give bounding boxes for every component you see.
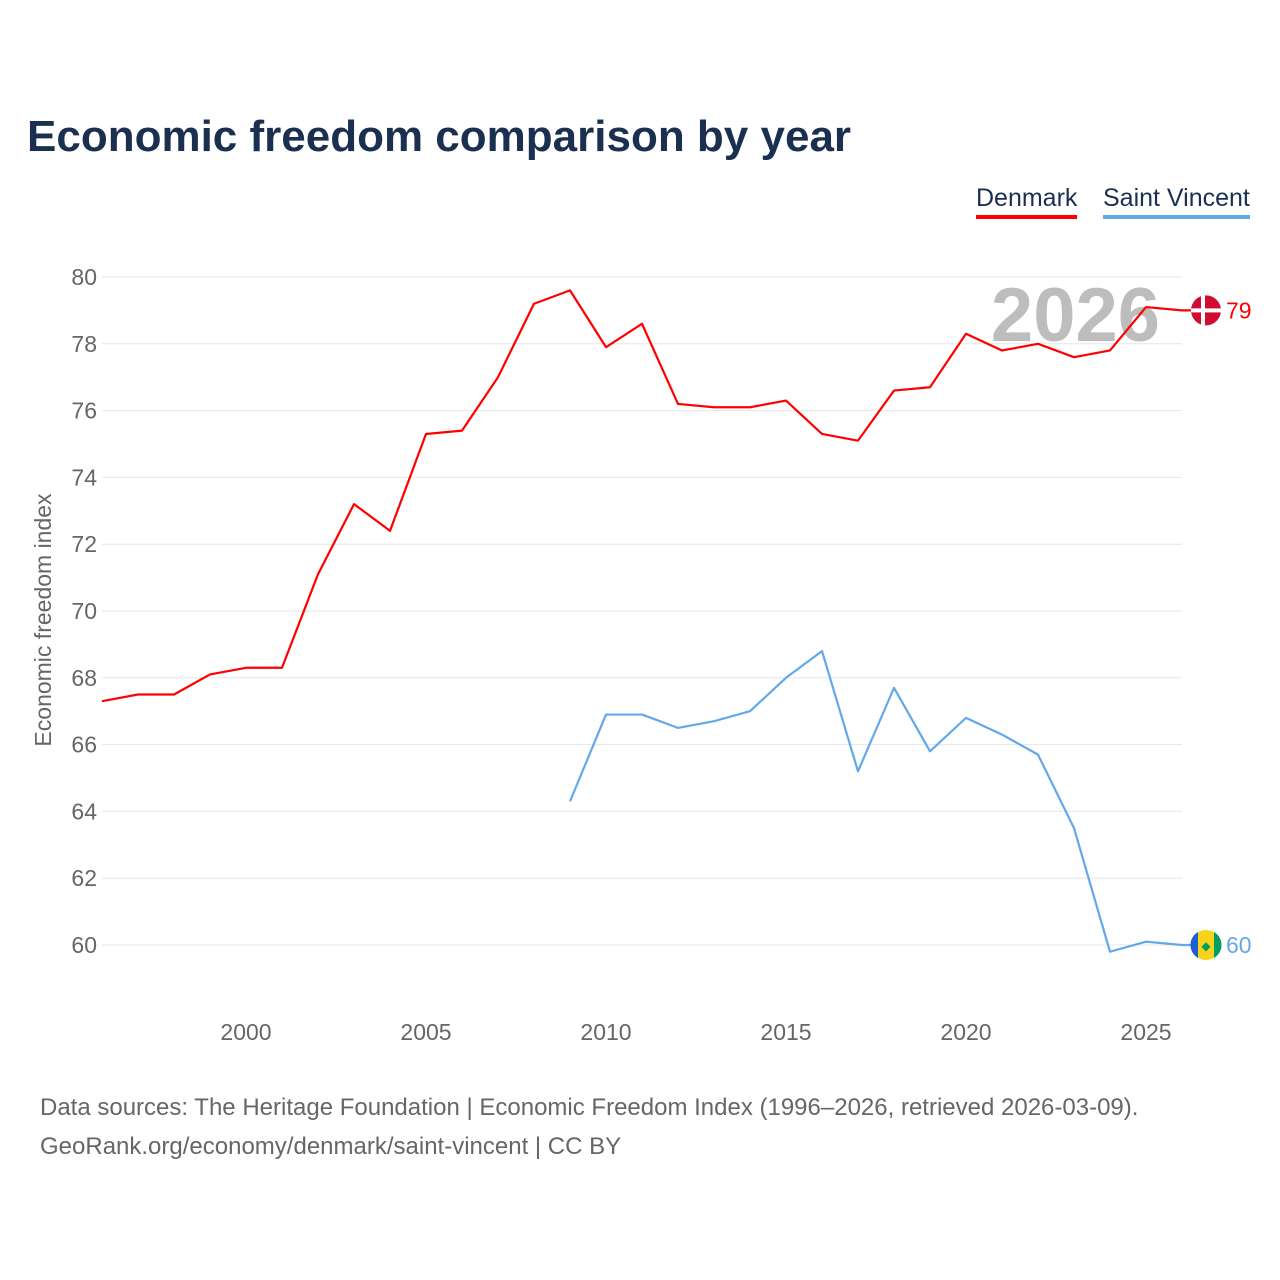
flag-diamonds: ◆: [1201, 939, 1211, 953]
flag-green-band: [1214, 932, 1222, 958]
x-tick-label: 2025: [1120, 1019, 1171, 1045]
y-tick-label: 60: [71, 932, 97, 958]
x-tick-label: 2015: [760, 1019, 811, 1045]
y-tick-label: 72: [71, 531, 97, 557]
x-tick-label: 2010: [580, 1019, 631, 1045]
y-axis-label: Economic freedom index: [30, 493, 56, 747]
y-tick-label: 70: [71, 598, 97, 624]
y-tick-label: 74: [71, 464, 97, 490]
y-tick-label: 76: [71, 398, 97, 424]
y-tick-label: 66: [71, 732, 97, 758]
flag-blue-band: [1190, 932, 1198, 958]
end-value-label: 60: [1226, 932, 1252, 958]
y-tick-label: 78: [71, 331, 97, 357]
legend-denmark[interactable]: Denmark: [976, 184, 1078, 219]
y-tick-label: 64: [71, 798, 97, 824]
series-line-denmark: [101, 289, 1206, 703]
year-annotation: 2026: [991, 273, 1160, 358]
y-tick-label: 62: [71, 865, 97, 891]
x-tick-label: 2005: [400, 1019, 451, 1045]
source-note: Data sources: The Heritage Foundation | …: [40, 1088, 1138, 1166]
series-line-saint-vincent: [568, 649, 1206, 953]
legend-saint-vincent[interactable]: Saint Vincent: [1103, 184, 1250, 219]
end-value-label: 79: [1226, 297, 1252, 323]
denmark-flag-cross: [1191, 308, 1221, 313]
y-tick-label: 80: [71, 264, 97, 290]
source-line-1: Data sources: The Heritage Foundation | …: [40, 1094, 1139, 1121]
chart-title: Economic freedom comparison by year: [27, 112, 852, 161]
x-tick-label: 2020: [940, 1019, 991, 1045]
y-tick-label: 68: [71, 665, 97, 691]
source-line-2[interactable]: GeoRank.org/economy/denmark/saint-vincen…: [40, 1133, 622, 1160]
x-tick-label: 2000: [220, 1019, 271, 1045]
saint-vincent-flag-icon: [1191, 930, 1221, 960]
